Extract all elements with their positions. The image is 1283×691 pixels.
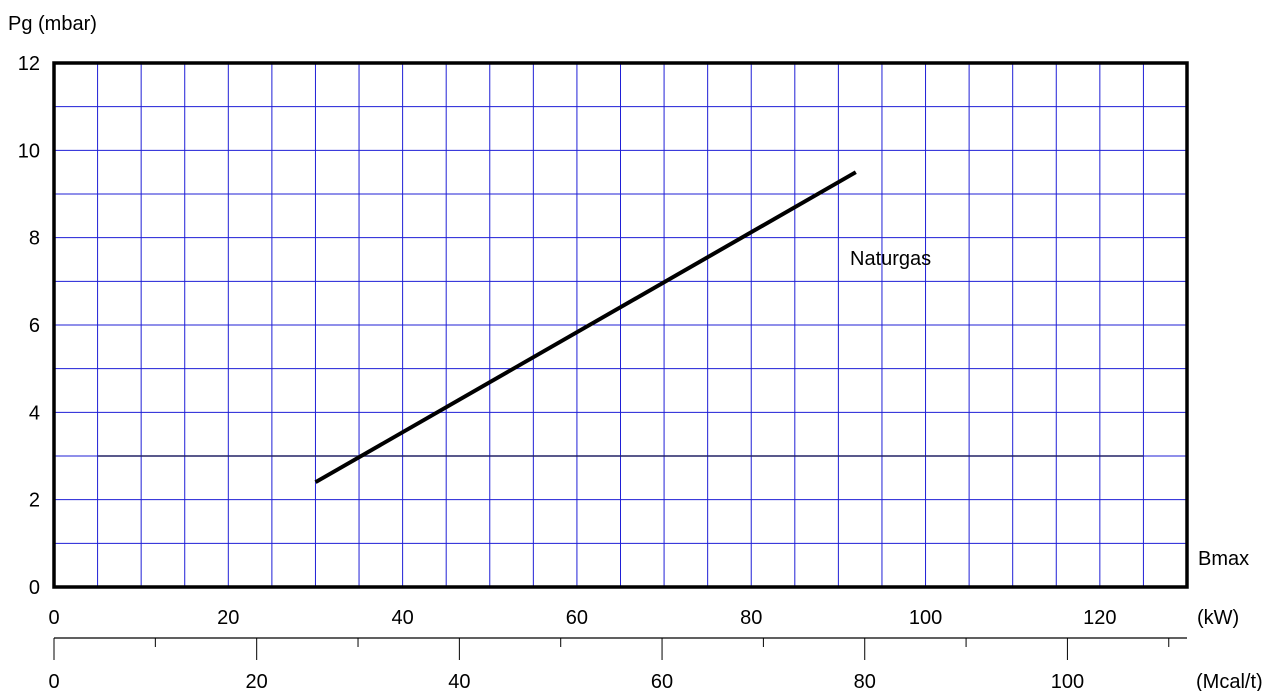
x-axis-label: Bmax <box>1198 548 1249 570</box>
y-tick-label: 10 <box>18 140 40 162</box>
series-layer <box>314 170 857 484</box>
series-label-naturgas: Naturgas <box>850 248 931 270</box>
mcal-tick-label: 60 <box>651 671 673 691</box>
mcal-axis: 0 20 40 60 80 100 <box>48 637 1187 691</box>
mcal-unit-label: (Mcal/t) <box>1196 671 1263 691</box>
y-axis-ticks: 0 2 4 6 8 10 12 <box>18 53 40 599</box>
y-tick-label: 6 <box>29 315 40 337</box>
kw-tick-label: 120 <box>1083 607 1116 629</box>
kw-tick-label: 40 <box>391 607 413 629</box>
kw-unit-label: (kW) <box>1197 607 1239 629</box>
y-tick-label: 12 <box>18 53 40 75</box>
mcal-tick-label: 0 <box>48 671 59 691</box>
kw-tick-label: 60 <box>566 607 588 629</box>
y-tick-label: 4 <box>29 402 40 424</box>
kw-tick-label: 80 <box>740 607 762 629</box>
y-tick-label: 8 <box>29 228 40 250</box>
kw-tick-label: 20 <box>217 607 239 629</box>
mcal-tick-label: 40 <box>448 671 470 691</box>
y-axis-label: Pg (mbar) <box>8 13 97 35</box>
plot-frame <box>52 61 1189 589</box>
mcal-tick-label: 80 <box>854 671 876 691</box>
kw-axis: 0 20 40 60 80 100 120 <box>48 607 1116 629</box>
grid <box>54 63 1187 587</box>
mcal-tick-label: 100 <box>1051 671 1084 691</box>
kw-tick-label: 100 <box>909 607 942 629</box>
mcal-tick-label: 20 <box>246 671 268 691</box>
y-tick-label: 0 <box>29 577 40 599</box>
series-line-naturgas <box>314 170 857 484</box>
y-tick-label: 2 <box>29 490 40 512</box>
kw-tick-label: 0 <box>48 607 59 629</box>
